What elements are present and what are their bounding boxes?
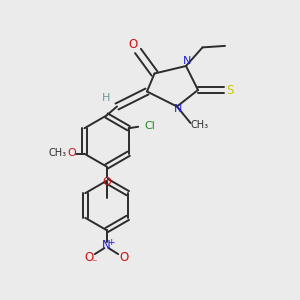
Text: S: S [226, 83, 234, 97]
Text: CH₃: CH₃ [49, 148, 67, 158]
Text: O: O [102, 177, 111, 188]
Text: Cl: Cl [145, 121, 156, 131]
Text: N: N [174, 104, 183, 114]
Text: CH₃: CH₃ [190, 119, 208, 130]
Text: O: O [67, 148, 76, 158]
Text: ⁻: ⁻ [92, 258, 97, 268]
Text: O: O [120, 251, 129, 264]
Text: +: + [107, 238, 115, 247]
Text: O: O [84, 251, 93, 264]
Text: N: N [102, 238, 111, 252]
Text: N: N [183, 56, 192, 66]
Text: O: O [128, 38, 137, 51]
Text: H: H [101, 93, 110, 103]
